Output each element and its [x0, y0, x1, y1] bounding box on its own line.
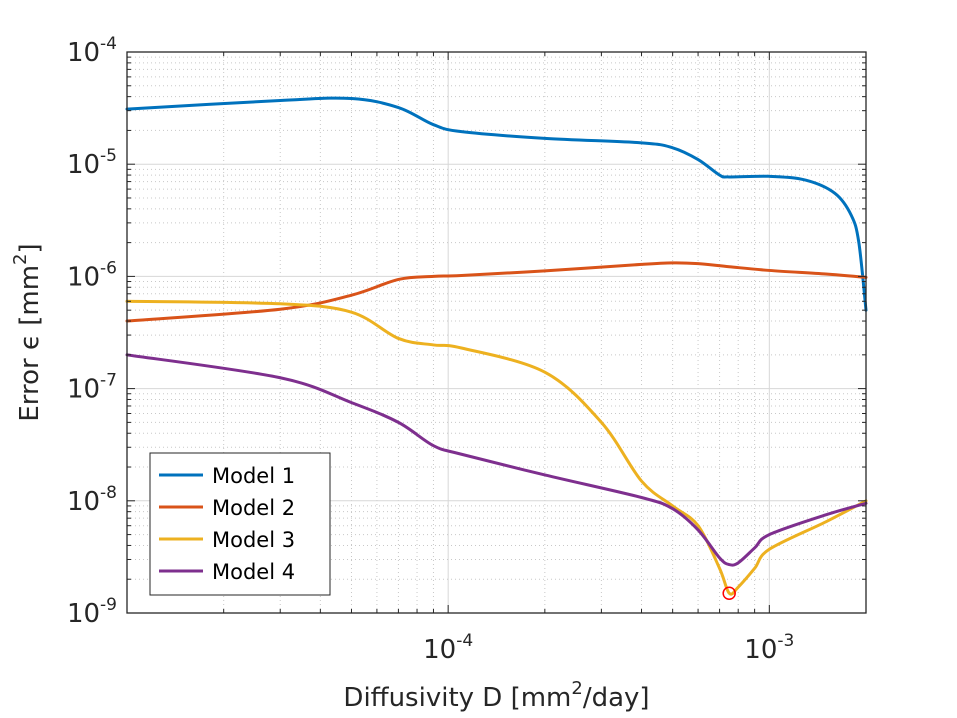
y-tick-label-exponent: -8 — [100, 483, 117, 503]
y-tick-label-base: 10 — [67, 38, 100, 68]
y-tick-label: 10-8 — [67, 483, 117, 517]
x-axis-label-post: /day] — [583, 683, 650, 713]
axis-ticks: 10-4 10-310-410-510-610-710-810-9 — [67, 34, 867, 665]
series-line-model-3 — [125, 299, 868, 596]
marker-layer — [722, 586, 736, 600]
plot-frame — [126, 51, 867, 614]
legend: Model 1 Model 2 Model 3 Model 4 — [149, 452, 331, 596]
series-line-model-4 — [125, 353, 868, 567]
x-axis-label-sup: 2 — [571, 678, 582, 699]
legend-label-model-2: Model 2 — [212, 496, 295, 520]
y-tick-label: 10-5 — [67, 146, 117, 180]
x-axis-label: Diffusivity D [mm2/day] — [343, 678, 649, 713]
x-tick-label: 10-3 — [744, 631, 794, 665]
x-tick-label-base: 10 — [744, 635, 777, 665]
x-tick-label: 10-4 — [423, 631, 473, 665]
y-tick-label-exponent: -7 — [100, 371, 117, 391]
series-line-model-2 — [125, 261, 868, 323]
x-tick-label-exponent: -3 — [777, 631, 794, 651]
series-lines — [125, 96, 868, 596]
y-tick-label-exponent: -9 — [100, 595, 117, 615]
minimum-marker — [722, 586, 736, 600]
y-axis-label-post: ] — [15, 243, 45, 253]
y-tick-label-exponent: -5 — [100, 146, 117, 166]
y-axis-label: Error ϵ [mm2] — [10, 243, 45, 421]
y-axis-label-pre: Error ϵ [mm — [15, 265, 45, 422]
y-tick-label-base: 10 — [67, 150, 100, 180]
series-line-model-1 — [125, 96, 868, 312]
x-tick-label-base: 10 — [423, 635, 456, 665]
x-tick-label-exponent: -4 — [456, 631, 473, 651]
y-tick-label-exponent: -6 — [100, 258, 117, 278]
y-tick-label: 10-6 — [67, 258, 117, 292]
y-tick-label-base: 10 — [67, 375, 100, 405]
y-tick-label-base: 10 — [67, 599, 100, 629]
y-tick-label: 10-7 — [67, 371, 117, 405]
axis-labels: Diffusivity D [mm2/day]Error ϵ [mm2] — [10, 243, 650, 713]
y-tick-label: 10-4 — [67, 34, 117, 68]
y-axis-label-sup: 2 — [10, 254, 31, 265]
y-tick-label-base: 10 — [67, 487, 100, 517]
y-tick-label: 10-9 — [67, 595, 117, 629]
legend-label-model-4: Model 4 — [212, 560, 295, 584]
x-axis-label-pre: Diffusivity D [mm — [343, 683, 571, 713]
y-tick-label-exponent: -4 — [100, 34, 117, 54]
y-tick-label-base: 10 — [67, 262, 100, 292]
legend-label-model-3: Model 3 — [212, 528, 295, 552]
legend-label-model-1: Model 1 — [212, 464, 295, 488]
